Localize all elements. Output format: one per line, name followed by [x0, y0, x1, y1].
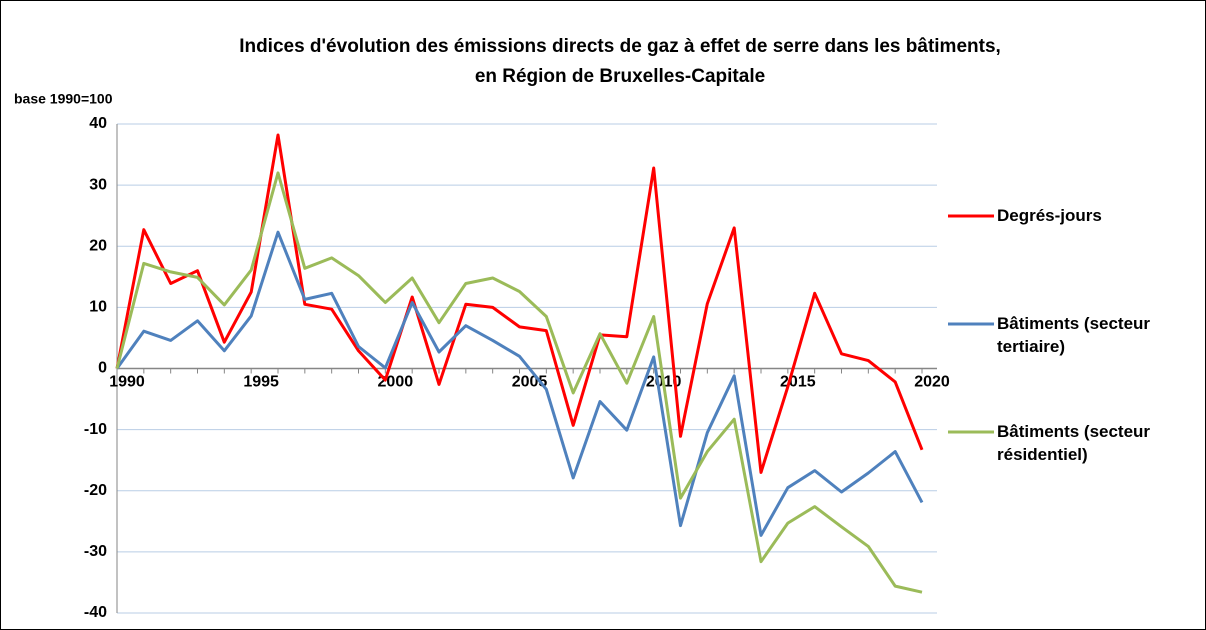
y-tick-label: 0 — [98, 360, 107, 377]
y-tick-label: 40 — [89, 115, 107, 132]
legend-label: Bâtiments (secteur résidentiel) — [997, 422, 1151, 464]
y-tick-label: -40 — [84, 604, 107, 621]
y-axis-label: base 1990=100 — [14, 91, 113, 107]
x-tick-label: 1995 — [243, 374, 279, 391]
x-tick-label: 1990 — [109, 374, 145, 391]
y-tick-label: -30 — [84, 543, 107, 560]
y-tick-label: 10 — [89, 299, 107, 316]
y-tick-label: 30 — [89, 176, 107, 193]
series-line — [115, 133, 924, 474]
series-line — [115, 230, 924, 537]
x-tick-label: 2015 — [780, 374, 816, 391]
y-tick-label: 20 — [89, 237, 107, 254]
legend-label: Bâtiments (secteur tertiaire) — [997, 314, 1151, 356]
y-tick-label: -20 — [84, 482, 107, 499]
series-line — [115, 171, 923, 594]
legend-label: Degrés-jours — [997, 206, 1102, 225]
x-tick-label: 2020 — [914, 374, 950, 391]
chart-title: Indices d'évolution des émissions direct… — [239, 36, 1001, 57]
y-tick-label: -10 — [84, 421, 107, 438]
chart-title: en Région de Bruxelles-Capitale — [475, 66, 765, 87]
